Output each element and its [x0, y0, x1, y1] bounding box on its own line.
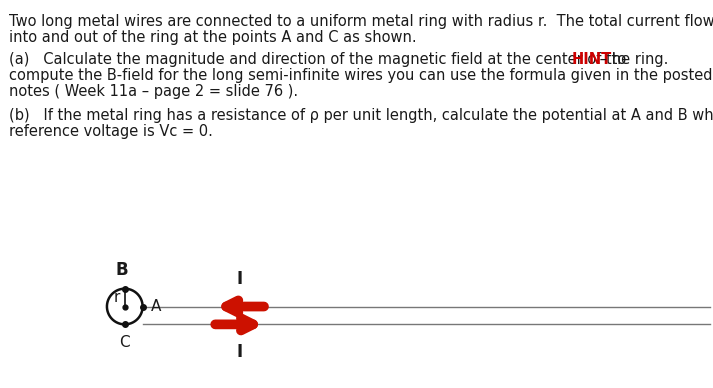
- Text: C: C: [120, 335, 130, 350]
- Text: Two long metal wires are connected to a uniform metal ring with radius r.  The t: Two long metal wires are connected to a …: [9, 14, 713, 29]
- Text: – to: – to: [595, 52, 627, 67]
- Text: compute the B-field for the long semi-infinite wires you can use the formula giv: compute the B-field for the long semi-in…: [9, 68, 712, 83]
- Text: I: I: [237, 343, 242, 361]
- Text: reference voltage is Vᴄ = 0.: reference voltage is Vᴄ = 0.: [9, 124, 212, 139]
- Text: into and out of the ring at the points A and C as shown.: into and out of the ring at the points A…: [9, 30, 416, 45]
- Text: B: B: [116, 262, 128, 279]
- Text: r: r: [114, 290, 120, 305]
- Text: (a)   Calculate the magnitude and direction of the magnetic field at the center : (a) Calculate the magnitude and directio…: [9, 52, 672, 67]
- Text: (b)   If the metal ring has a resistance of ρ per unit length, calculate the pot: (b) If the metal ring has a resistance o…: [9, 108, 713, 123]
- Text: HINT: HINT: [571, 52, 612, 67]
- Text: notes ( Week 11a – page 2 = slide 76 ).: notes ( Week 11a – page 2 = slide 76 ).: [9, 84, 298, 99]
- Text: I: I: [237, 270, 242, 288]
- Text: A: A: [150, 299, 160, 314]
